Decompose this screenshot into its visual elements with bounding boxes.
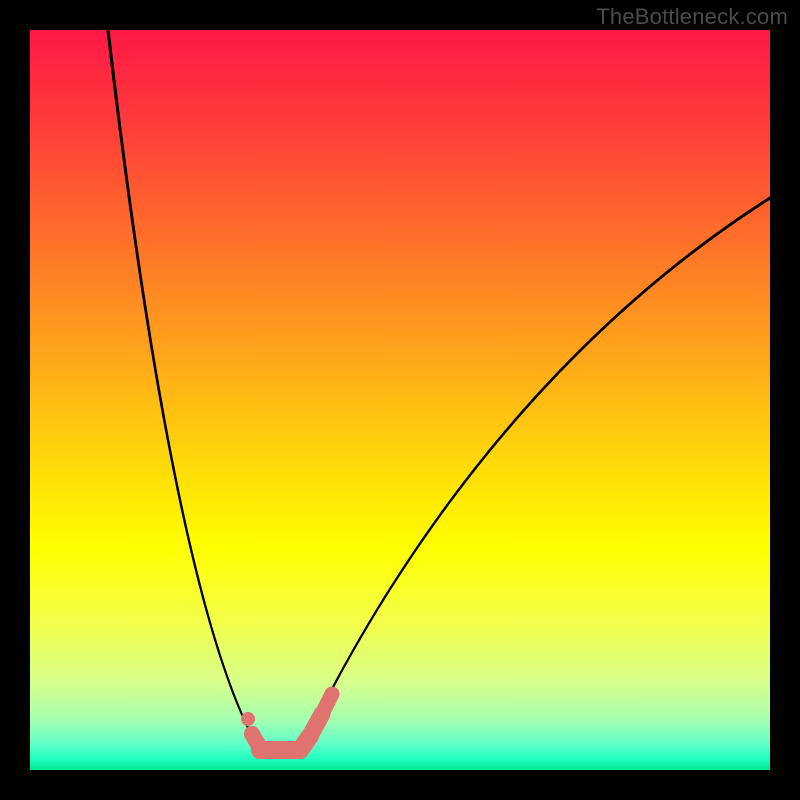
watermark-text: TheBottleneck.com — [596, 4, 788, 30]
gradient-background — [30, 30, 770, 770]
plot-area — [30, 30, 770, 770]
overlay-segment — [322, 694, 332, 714]
chart-outer-frame: TheBottleneck.com — [0, 0, 800, 800]
chart-svg — [30, 30, 770, 770]
overlay-dot — [241, 712, 255, 726]
